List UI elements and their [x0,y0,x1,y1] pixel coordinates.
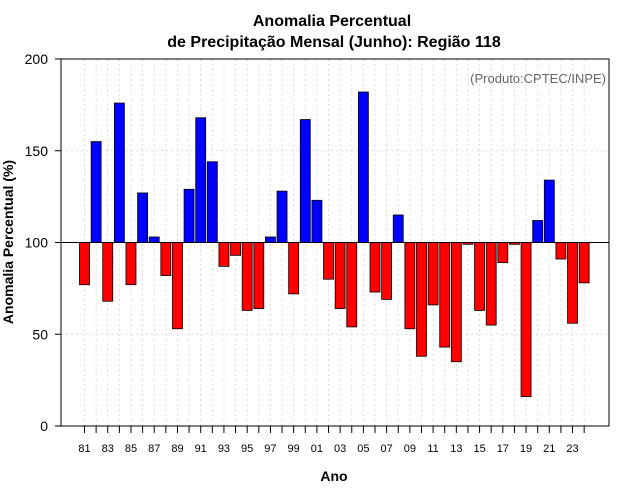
x-tick-label: 03 [334,443,346,455]
bar-1981 [79,242,90,286]
x-tick-label: 09 [404,443,416,455]
bar-1993 [218,242,230,267]
x-tick-label: 97 [264,443,276,455]
bar-2020 [532,220,544,243]
bar-2011 [427,242,439,306]
bar-series [79,91,590,398]
bar-1997 [265,236,276,243]
bar-2005 [357,91,369,243]
x-tick-label: 19 [520,443,532,455]
x-tick-label: 81 [78,443,90,455]
x-tick-label: 99 [288,443,300,455]
y-tick-label: 50 [32,326,48,342]
x-axis: 81 83 85 87 89 91 93 95 97 99 01 03 05 07 09 11 13 15 17 19… [78,426,585,455]
bar-1984 [113,102,125,243]
x-tick-label: 11 [427,443,438,455]
bar-1998 [276,190,288,243]
x-tick-label: 95 [241,443,253,455]
bar-1985 [125,242,137,286]
bar-2010 [416,242,427,357]
bar-2008 [392,214,404,243]
bar-1982 [90,141,102,243]
bar-1991 [195,117,207,243]
bar-2017 [497,242,509,264]
bar-2003 [334,242,346,309]
x-tick-label: 15 [473,443,485,455]
y-tick-label: 150 [25,143,49,159]
y-axis: 0 50 100 150 200 [25,51,61,434]
bar-1994 [230,242,241,256]
bar-2021 [543,179,555,243]
x-tick-label: 23 [566,443,578,455]
bar-1996 [253,242,265,309]
x-axis-title: Ano [320,468,347,484]
bar-2002 [323,242,334,280]
bar-1988 [160,242,172,276]
bar-2007 [381,242,393,300]
y-axis-title: Anomalia Percentual (%) [0,160,16,324]
x-tick-label: 83 [102,443,114,455]
bar-2004 [346,242,358,328]
bar-2015 [474,242,485,311]
bar-1986 [137,192,149,243]
bar-1987 [148,236,160,243]
bar-1992 [206,161,218,243]
x-tick-label: 21 [543,443,555,455]
bar-2009 [404,242,416,330]
bar-1983 [102,242,114,302]
x-tick-label: 05 [357,443,369,455]
bar-2019 [520,242,532,398]
y-tick-label: 100 [25,235,49,251]
bar-2022 [555,242,567,260]
bar-2016 [485,242,497,326]
bar-2024 [578,242,590,284]
bar-2001 [311,199,323,243]
bar-1999 [288,242,300,295]
x-tick-label: 17 [497,443,509,455]
y-tick-label: 0 [40,418,48,434]
chart-subtitle: de Precipitação Mensal (Junho): Região 1… [167,34,501,51]
x-tick-label: 07 [380,443,392,455]
x-tick-label: 89 [171,443,183,455]
bar-2006 [369,242,381,293]
bar-1989 [172,242,183,330]
y-tick-label: 200 [25,51,49,67]
x-tick-label: 13 [450,443,462,455]
chart-title: Anomalia Percentual [253,13,411,30]
x-tick-label: 93 [218,443,230,455]
bar-2000 [299,119,311,243]
grid-lines [61,58,609,427]
x-tick-label: 87 [148,443,160,455]
bar-2013 [450,242,462,363]
x-tick-label: 85 [125,443,137,455]
x-tick-label: 91 [195,443,207,455]
x-tick-label: 01 [311,443,323,455]
source-annotation: (Produto:CPTEC/INPE) [470,71,606,86]
bar-1995 [241,242,253,311]
bar-2012 [439,242,451,348]
bar-2023 [567,242,578,324]
bar-1990 [183,188,195,243]
